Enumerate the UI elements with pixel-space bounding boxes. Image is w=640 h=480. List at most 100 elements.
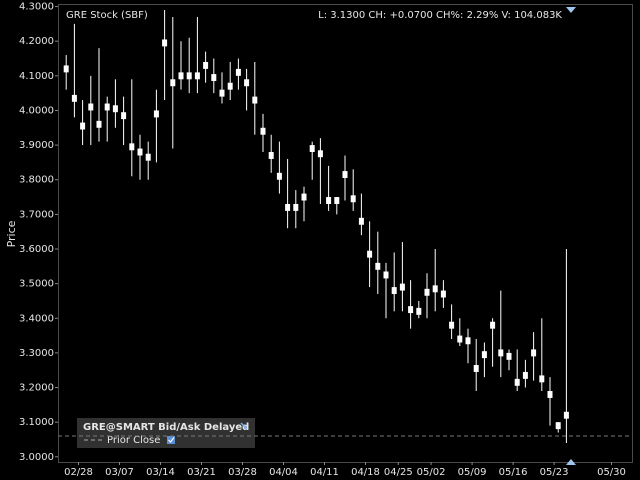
y-tick-label: 3.6000 <box>19 244 54 255</box>
candle-body <box>71 94 77 102</box>
candle-body <box>399 283 405 291</box>
candles <box>63 10 569 443</box>
candle-body <box>326 197 332 204</box>
y-tick-label: 3.9000 <box>19 140 54 151</box>
plot-frame <box>58 4 633 463</box>
x-tick-label: 04/18 <box>351 467 380 478</box>
candle-body <box>63 65 69 73</box>
x-tick-label: 02/28 <box>64 467 93 478</box>
candle-body <box>301 193 307 201</box>
candle-body <box>481 351 487 359</box>
x-tick-label: 04/25 <box>384 467 413 478</box>
candle-body <box>137 148 143 156</box>
y-tick-label: 3.7000 <box>19 209 54 220</box>
candle-body <box>285 203 291 211</box>
candle-body <box>145 153 151 161</box>
candle-body <box>260 127 266 135</box>
candle-body <box>391 287 397 295</box>
candle-body <box>268 152 274 159</box>
candle-body <box>170 79 176 87</box>
candle-body <box>408 306 414 314</box>
candle-body <box>440 290 446 298</box>
candle-body <box>317 150 323 158</box>
candle-body <box>350 195 356 203</box>
legend-checkbox[interactable] <box>167 436 175 444</box>
candle-body <box>367 250 373 258</box>
legend-icon <box>240 422 247 429</box>
candle-body <box>522 371 528 379</box>
candle-body <box>449 321 455 329</box>
x-tick-label: 05/30 <box>597 467 626 478</box>
candle-body <box>309 145 315 153</box>
candle-body <box>129 143 135 151</box>
y-tick-label: 4.0000 <box>19 105 54 116</box>
candle-body <box>424 288 430 296</box>
y-tick-label: 3.1000 <box>19 417 54 428</box>
candle-body <box>334 197 340 204</box>
candle-body <box>375 262 381 270</box>
candle-body <box>227 82 233 90</box>
x-tick-label: 03/14 <box>146 467 175 478</box>
candle-body <box>498 349 504 357</box>
y-tick-label: 3.4000 <box>19 313 54 324</box>
candle-body <box>539 375 545 383</box>
x-tick-label: 05/23 <box>540 467 569 478</box>
candle-body <box>153 110 159 118</box>
x-tick-label: 03/07 <box>105 467 134 478</box>
candle-body <box>416 307 422 315</box>
y-tick-label: 3.3000 <box>19 348 54 359</box>
candle-body <box>547 390 553 398</box>
y-tick-label: 4.3000 <box>19 2 54 13</box>
y-tick-label: 3.0000 <box>19 452 54 463</box>
candle-body <box>473 365 479 372</box>
candle-body <box>104 103 110 111</box>
y-tick-label: 3.5000 <box>19 279 54 290</box>
x-tick-label: 03/28 <box>228 467 257 478</box>
candle-body <box>162 39 168 47</box>
candle-body <box>88 103 94 111</box>
candle-body <box>563 411 569 419</box>
candle-body <box>432 285 438 293</box>
candle-body <box>178 72 184 80</box>
candle-body <box>506 352 512 360</box>
y-tick-label: 4.2000 <box>19 36 54 47</box>
candle-body <box>457 335 463 343</box>
x-tick-label: 04/04 <box>269 467 298 478</box>
candle-body <box>80 122 86 130</box>
candle-body <box>531 349 537 357</box>
candle-body <box>293 203 299 211</box>
candle-body <box>186 72 192 80</box>
candle-body <box>211 74 217 82</box>
x-tick-label: 05/02 <box>417 467 446 478</box>
x-tick-label: 03/21 <box>187 467 216 478</box>
chart-title: GRE Stock (SBF) <box>66 10 148 21</box>
bottom-marker <box>566 459 576 465</box>
candle-body <box>465 337 471 345</box>
top-marker <box>566 7 576 13</box>
legend-item[interactable]: Prior Close <box>107 435 160 446</box>
candle-body <box>252 96 258 104</box>
candle-body <box>555 422 561 430</box>
legend-title[interactable]: GRE@SMART Bid/Ask Delayed <box>83 422 249 433</box>
candle-body <box>194 72 200 80</box>
candle-body <box>219 89 225 97</box>
y-axis-label: Price <box>5 220 18 247</box>
candle-body <box>244 79 250 87</box>
x-tick-label: 04/11 <box>310 467 339 478</box>
candle-body <box>276 172 282 180</box>
candle-body <box>121 112 127 120</box>
y-tick-label: 3.8000 <box>19 175 54 186</box>
legend-check <box>168 437 175 443</box>
candle-body <box>514 378 520 386</box>
candle-body <box>342 171 348 178</box>
candle-body <box>112 105 118 113</box>
y-tick-label: 3.2000 <box>19 383 54 394</box>
candle-body <box>96 120 102 128</box>
y-tick-label: 4.1000 <box>19 71 54 82</box>
legend-box <box>77 418 255 448</box>
candle-body <box>235 68 241 76</box>
candle-body <box>490 321 496 329</box>
x-tick-label: 05/09 <box>458 467 487 478</box>
